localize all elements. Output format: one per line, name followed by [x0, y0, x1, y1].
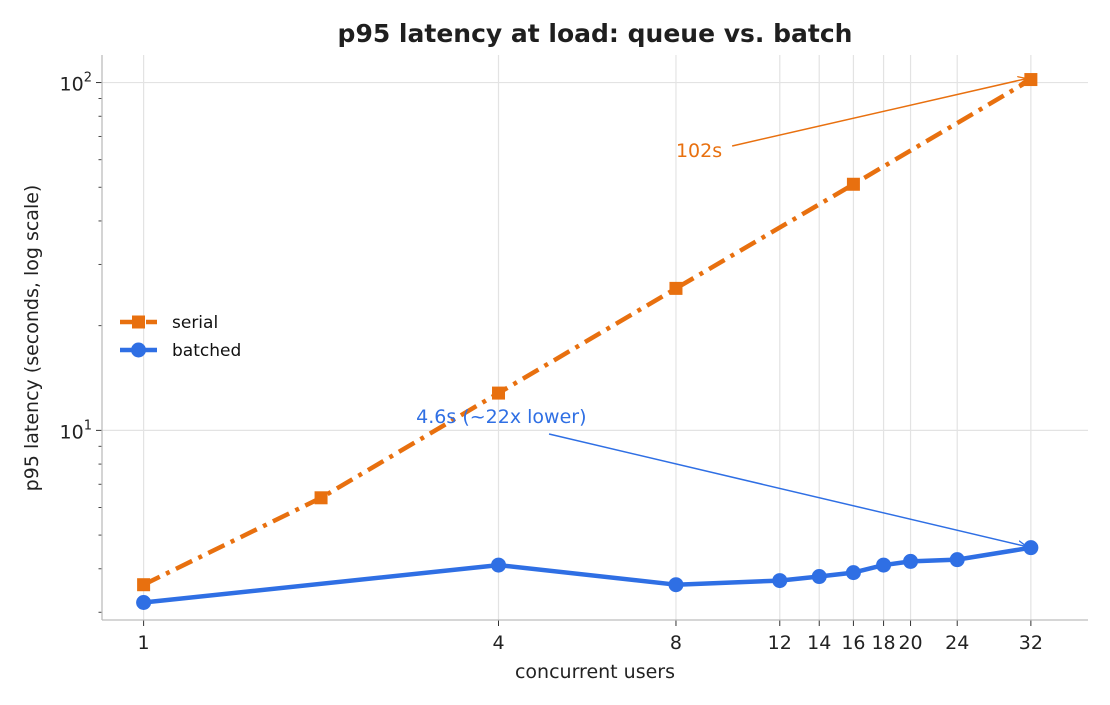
grid-lines: [102, 55, 1088, 620]
annotation-layer: 102s 4.6s (~22x lower): [416, 79, 1027, 547]
y-tick-label: 102: [60, 71, 92, 96]
series-line-batched: [143, 545, 1032, 605]
legend-label-serial: serial: [172, 313, 218, 333]
x-tick-label: 20: [898, 632, 922, 654]
legend-marker-batched: [131, 342, 146, 358]
annotation-label: 102s: [676, 140, 722, 162]
y-tick-label: 101: [60, 418, 92, 443]
annotation-arrow: [548, 433, 1027, 547]
chart-title: p95 latency at load: queue vs. batch: [338, 19, 853, 48]
series-layer: [136, 73, 1039, 611]
x-tick-label: 1: [138, 632, 150, 654]
data-point-batched: [811, 569, 827, 585]
annotation-arrow: [731, 79, 1027, 147]
x-tick-label: 4: [492, 632, 504, 654]
x-tick-label: 8: [670, 632, 682, 654]
data-point-batched: [903, 553, 919, 569]
legend-marker-serial: [132, 315, 145, 329]
data-point-batched: [491, 557, 507, 573]
data-point-serial: [492, 386, 506, 400]
data-point-serial: [314, 491, 328, 505]
data-point-batched: [772, 573, 788, 589]
x-tick-label: 14: [807, 632, 831, 654]
y-axis-label: p95 latency (seconds, log scale): [21, 185, 43, 492]
x-tick-label: 16: [841, 632, 865, 654]
legend: serial batched: [120, 313, 241, 361]
series-line-serial: [142, 77, 1033, 587]
data-point-batched: [876, 557, 892, 573]
x-tick-label: 12: [768, 632, 792, 654]
data-point-serial: [1024, 73, 1038, 87]
x-tick-label: 32: [1019, 632, 1043, 654]
data-point-batched: [136, 595, 152, 611]
data-point-serial: [669, 281, 683, 295]
data-point-batched: [949, 552, 965, 568]
data-point-serial: [846, 177, 860, 191]
data-point-batched: [668, 577, 684, 593]
legend-label-batched: batched: [172, 341, 241, 361]
data-point-batched: [1023, 540, 1039, 556]
annotation-label: 4.6s (~22x lower): [416, 406, 586, 428]
x-axis-label: concurrent users: [515, 661, 675, 683]
data-point-serial: [137, 578, 151, 592]
x-tick-label: 24: [945, 632, 969, 654]
data-point-batched: [845, 565, 861, 581]
x-tick-label: 18: [871, 632, 895, 654]
